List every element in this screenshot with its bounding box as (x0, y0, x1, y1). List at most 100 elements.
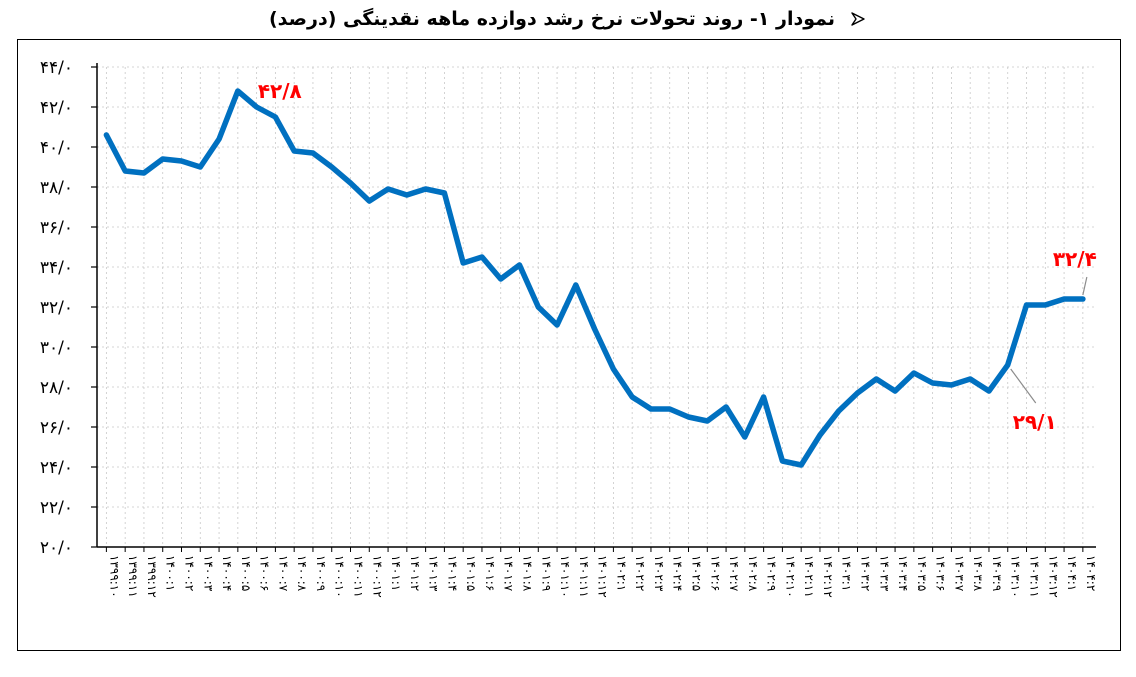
x-tick-label: ۱۴۰۴:۲ (1084, 555, 1098, 591)
x-tick-label: ۱۴۰۱:۷ (502, 555, 516, 592)
data-point (367, 199, 372, 204)
x-tick-label: ۱۴۰۲:۱۰ (783, 555, 797, 598)
data-point (949, 383, 954, 388)
y-tick-label: ۲۶/۰ (40, 418, 73, 438)
data-point (273, 115, 278, 120)
data-label-last: ۳۲/۴ (1053, 247, 1097, 271)
y-tick-label: ۲۸/۰ (40, 378, 73, 398)
arrow-bullet-icon (851, 12, 865, 26)
x-tick-label: ۱۴۰۲:۶ (708, 555, 722, 591)
series-line (103, 88, 1086, 468)
x-tick-label: ۱۴۰۲:۴ (671, 555, 685, 591)
x-tick-label: ۱۳۹۹:۱۰ (107, 555, 121, 598)
x-tick-label: ۱۴۰۰:۴ (220, 555, 234, 591)
x-tick-label: ۱۴۰۱:۱ (389, 555, 403, 591)
x-tick-label: ۱۴۰۰:۱ (164, 555, 178, 591)
data-point (498, 277, 503, 282)
x-tick-label: ۱۴۰۰:۳ (201, 555, 215, 592)
data-point (686, 415, 691, 420)
x-tick-label: ۱۴۰۱:۳ (427, 555, 441, 592)
x-tick-label: ۱۴۰۲:۱ (614, 555, 628, 591)
x-tick-label: ۱۴۰۰:۱۱ (352, 555, 366, 598)
x-tick-label: ۱۴۰۱:۶ (483, 555, 497, 591)
data-point (442, 191, 447, 196)
data-point (1062, 297, 1067, 302)
x-tick-label: ۱۴۰۳:۱۱ (1028, 555, 1042, 598)
data-label-peak: ۴۲/۸ (258, 79, 302, 103)
data-point (479, 255, 484, 260)
chart-frame (17, 39, 1121, 651)
data-point (573, 283, 578, 288)
data-point (630, 395, 635, 400)
chart-title-row: نمودار ۱- روند تحولات نرخ رشد دوازده ماه… (0, 4, 1136, 34)
x-tick-label: ۱۳۹۹:۱۱ (126, 555, 140, 598)
y-tick-label: ۴۰/۰ (40, 138, 73, 158)
data-point (404, 193, 409, 198)
data-point (930, 381, 935, 386)
data-point (836, 409, 841, 414)
data-point (817, 433, 822, 438)
data-point (780, 459, 785, 464)
data-point (198, 165, 203, 170)
data-point (348, 181, 353, 186)
x-tick-label: ۱۴۰۲:۸ (746, 555, 760, 592)
data-point (254, 105, 259, 110)
data-point (893, 389, 898, 394)
x-tick-label: ۱۴۰۳:۳ (877, 555, 891, 592)
data-point (986, 389, 991, 394)
x-tick-label: ۱۴۰۳:۵ (915, 555, 929, 591)
x-tick-label: ۱۴۰۳:۴ (896, 555, 910, 591)
data-point (648, 407, 653, 412)
x-tick-label: ۱۴۰۰:۷ (276, 555, 290, 592)
x-tick-label: ۱۴۰۱:۱۲ (596, 555, 610, 598)
data-point (461, 261, 466, 266)
y-tick-label: ۳۲/۰ (40, 298, 73, 318)
leader-line-low (1010, 368, 1037, 404)
x-tick-label: ۱۴۰۲:۲ (633, 555, 647, 591)
x-tick-label: ۱۴۰۲:۱۲ (821, 555, 835, 598)
y-tick-label: ۳۰/۰ (40, 338, 73, 358)
x-tick-label: ۱۴۰۰:۹ (314, 555, 328, 591)
data-point (742, 435, 747, 440)
y-tick-label: ۲۲/۰ (40, 498, 73, 518)
y-tick-label: ۲۰/۰ (40, 538, 73, 558)
data-point (705, 419, 710, 424)
x-tick-label: ۱۴۰۰:۵ (239, 555, 253, 591)
x-tick-label: ۱۴۰۳:۱ (840, 555, 854, 591)
y-tick-label: ۴۴/۰ (40, 58, 73, 78)
y-tick-label: ۳۶/۰ (40, 218, 73, 238)
data-point (423, 187, 428, 192)
y-tick-label: ۴۲/۰ (40, 98, 73, 118)
data-point (1080, 297, 1085, 302)
x-tick-label: ۱۴۰۲:۱۱ (802, 555, 816, 598)
data-point (855, 391, 860, 396)
data-point (667, 407, 672, 412)
x-tick-label: ۱۴۰۱:۴ (445, 555, 459, 591)
data-point (386, 187, 391, 192)
leader-line-last (1082, 276, 1088, 296)
x-tick-label: ۱۴۰۳:۱۲ (1046, 555, 1060, 598)
data-point (611, 367, 616, 372)
data-point (724, 405, 729, 410)
data-point (179, 159, 184, 164)
x-tick-label: ۱۴۰۳:۲ (859, 555, 873, 591)
x-tick-label: ۱۴۰۱:۵ (464, 555, 478, 591)
x-tick-label: ۱۴۰۲:۹ (765, 555, 779, 591)
data-point (799, 463, 804, 468)
y-tick-label: ۳۸/۰ (40, 178, 73, 198)
x-tick-label: ۱۴۰۰:۱۰ (333, 555, 347, 598)
data-point (968, 377, 973, 382)
x-tick-label: ۱۴۰۳:۹ (990, 555, 1004, 591)
data-point (104, 133, 109, 138)
x-tick-label: ۱۴۰۱:۲ (408, 555, 422, 591)
x-tick-label: ۱۴۰۳:۱۰ (1009, 555, 1023, 598)
data-point (1043, 303, 1048, 308)
data-point (310, 151, 315, 156)
y-tick-label: ۳۴/۰ (40, 258, 73, 278)
data-point (217, 137, 222, 142)
x-tick-label: ۱۴۰۳:۸ (971, 555, 985, 592)
x-tick-label: ۱۴۰۳:۷ (952, 555, 966, 592)
data-point (517, 263, 522, 268)
data-point (235, 89, 240, 94)
x-tick-label: ۱۴۰۲:۵ (690, 555, 704, 591)
